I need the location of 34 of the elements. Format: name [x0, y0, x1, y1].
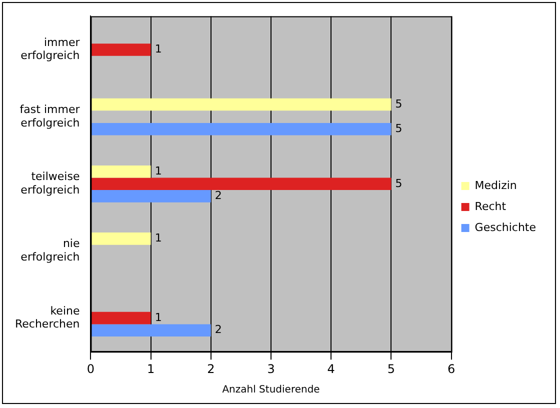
data-label: 1: [154, 42, 162, 56]
x-tick-label: 4: [327, 362, 335, 376]
bar: [91, 190, 211, 202]
x-tick-label: 3: [267, 362, 275, 376]
x-tick-label: 1: [147, 362, 155, 376]
data-label: 2: [214, 323, 222, 336]
bar: [91, 312, 151, 324]
data-label: 1: [154, 310, 162, 324]
x-tick-label: 0: [86, 362, 95, 376]
bar: [91, 165, 151, 178]
data-label: 1: [154, 232, 162, 245]
bar: [91, 44, 151, 56]
bar: [91, 122, 392, 136]
legend-label: Recht: [474, 200, 507, 213]
bar: [91, 98, 392, 111]
x-tick-label: 5: [387, 362, 396, 376]
data-label: 5: [395, 97, 402, 110]
y-tick-label: teilweise erfolgreich: [20, 170, 80, 196]
y-tick-label: fast immer erfolgreich: [20, 103, 80, 130]
legend-label: Geschichte: [474, 220, 536, 234]
x-tick-label: 6: [447, 362, 456, 376]
y-tick-label: keine Recherchen: [14, 304, 80, 331]
bar: [91, 178, 392, 190]
x-tick-label: 2: [207, 362, 215, 376]
data-label: 2: [214, 189, 222, 202]
bar: [91, 232, 151, 245]
data-label: 1: [154, 164, 162, 178]
bar: [91, 324, 211, 337]
y-tick-label: nie erfolgreich: [20, 237, 80, 264]
data-label: 5: [395, 176, 402, 190]
x-axis-title: Anzahl Studierende: [222, 384, 320, 396]
legend-label: Medizin: [474, 178, 517, 192]
y-tick-label: immer erfolgreich: [20, 36, 80, 62]
data-label: 5: [395, 122, 402, 135]
